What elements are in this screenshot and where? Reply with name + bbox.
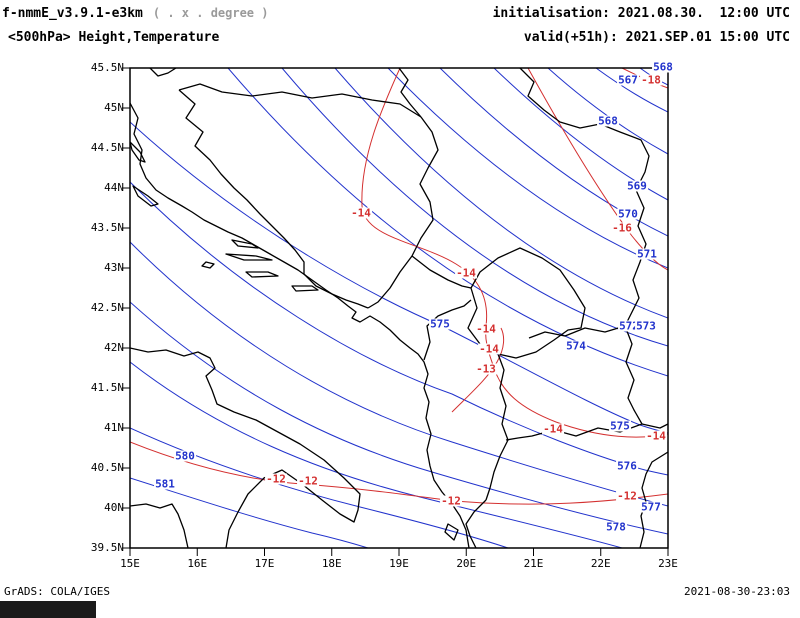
height-contour-label: 570 bbox=[617, 207, 639, 221]
height-contour-label: 568 bbox=[652, 60, 674, 74]
valid-time-line: valid(+51h): 2021.SEP.01 15:00 UTC bbox=[523, 30, 790, 45]
temperature-contour-label: -14 bbox=[350, 206, 372, 220]
temperature-contour-label: -14 bbox=[645, 429, 667, 443]
temperature-contour-label: -14 bbox=[478, 342, 500, 356]
lat-tick-label: 44N bbox=[104, 181, 124, 194]
height-contour-label: 572 bbox=[618, 319, 640, 333]
lat-tick-label: 45N bbox=[104, 101, 124, 114]
map-frame bbox=[129, 67, 669, 549]
lat-tick-label: 42.5N bbox=[90, 301, 124, 314]
grid-note: ( . x . degree ) bbox=[152, 6, 269, 20]
axis-ticks bbox=[122, 67, 669, 556]
temperature-contour-label: -14 bbox=[542, 422, 564, 436]
init-time-line: initialisation: 2021.08.30. 12:00 UTC bbox=[492, 6, 790, 21]
height-contour-label: 577 bbox=[640, 500, 662, 514]
lat-tick-label: 43N bbox=[104, 261, 124, 274]
height-contour-label: 581 bbox=[154, 477, 176, 491]
temperature-contour-label: -14 bbox=[475, 322, 497, 336]
height-contour-label: 575 bbox=[609, 419, 631, 433]
lat-tick-label: 44.5N bbox=[90, 141, 124, 154]
height-contour-label: 568 bbox=[597, 114, 619, 128]
lon-tick-label: 17E bbox=[254, 557, 275, 570]
lon-tick-label: 16E bbox=[187, 557, 208, 570]
height-contour-label: 578 bbox=[605, 520, 627, 534]
lon-tick-label: 20E bbox=[456, 557, 477, 570]
lon-tick-label: 23E bbox=[658, 557, 678, 570]
lat-tick-label: 39.5N bbox=[90, 541, 124, 554]
temperature-contour-label: -12 bbox=[440, 494, 462, 508]
lat-tick-label: 43.5N bbox=[90, 221, 124, 234]
temperature-contour-label: -12 bbox=[616, 489, 638, 503]
lon-tick-label: 15E bbox=[120, 557, 140, 570]
height-contour-label: 576 bbox=[616, 459, 638, 473]
lat-tick-label: 45.5N bbox=[90, 61, 124, 74]
model-title-line: f-nmmE_v3.9.1-e3km ( . x . degree ) bbox=[2, 6, 268, 21]
lat-tick-label: 40.5N bbox=[90, 461, 124, 474]
lon-tick-label: 22E bbox=[590, 557, 611, 570]
height-contours bbox=[130, 68, 668, 548]
creation-timestamp: 2021-08-30-23:03 bbox=[684, 585, 790, 598]
height-contour-label: 574 bbox=[565, 339, 587, 353]
temperature-contour-label: -18 bbox=[640, 73, 662, 87]
temperature-contour-label: -13 bbox=[475, 362, 497, 376]
lon-tick-label: 19E bbox=[389, 557, 409, 570]
height-contour-label: 567 bbox=[617, 73, 639, 87]
height-contour-label: 573 bbox=[635, 319, 657, 333]
field-title: <500hPa> Height,Temperature bbox=[8, 30, 220, 45]
temperature-contour-label: -12 bbox=[297, 474, 319, 488]
height-contour-label: 575 bbox=[429, 317, 451, 331]
height-contour-label: 569 bbox=[626, 179, 648, 193]
temperature-contours bbox=[130, 68, 668, 505]
lat-tick-label: 41N bbox=[104, 421, 124, 434]
lon-tick-label: 21E bbox=[523, 557, 544, 570]
grads-credit: GrADS: COLA/IGES bbox=[4, 585, 110, 598]
taskbar-fragment[interactable] bbox=[0, 601, 96, 618]
lat-tick-label: 42N bbox=[104, 341, 124, 354]
height-contour-label: 580 bbox=[174, 449, 196, 463]
lon-tick-label: 18E bbox=[321, 557, 342, 570]
temperature-contour-label: -12 bbox=[265, 472, 287, 486]
model-name: f-nmmE_v3.9.1-e3km bbox=[2, 6, 143, 21]
lat-tick-label: 40N bbox=[104, 501, 124, 514]
lat-tick-label: 41.5N bbox=[90, 381, 124, 394]
temperature-contour-label: -14 bbox=[455, 266, 477, 280]
height-contour-label: 571 bbox=[636, 247, 658, 261]
temperature-contour-label: -16 bbox=[611, 221, 633, 235]
coastlines-borders bbox=[130, 68, 668, 548]
